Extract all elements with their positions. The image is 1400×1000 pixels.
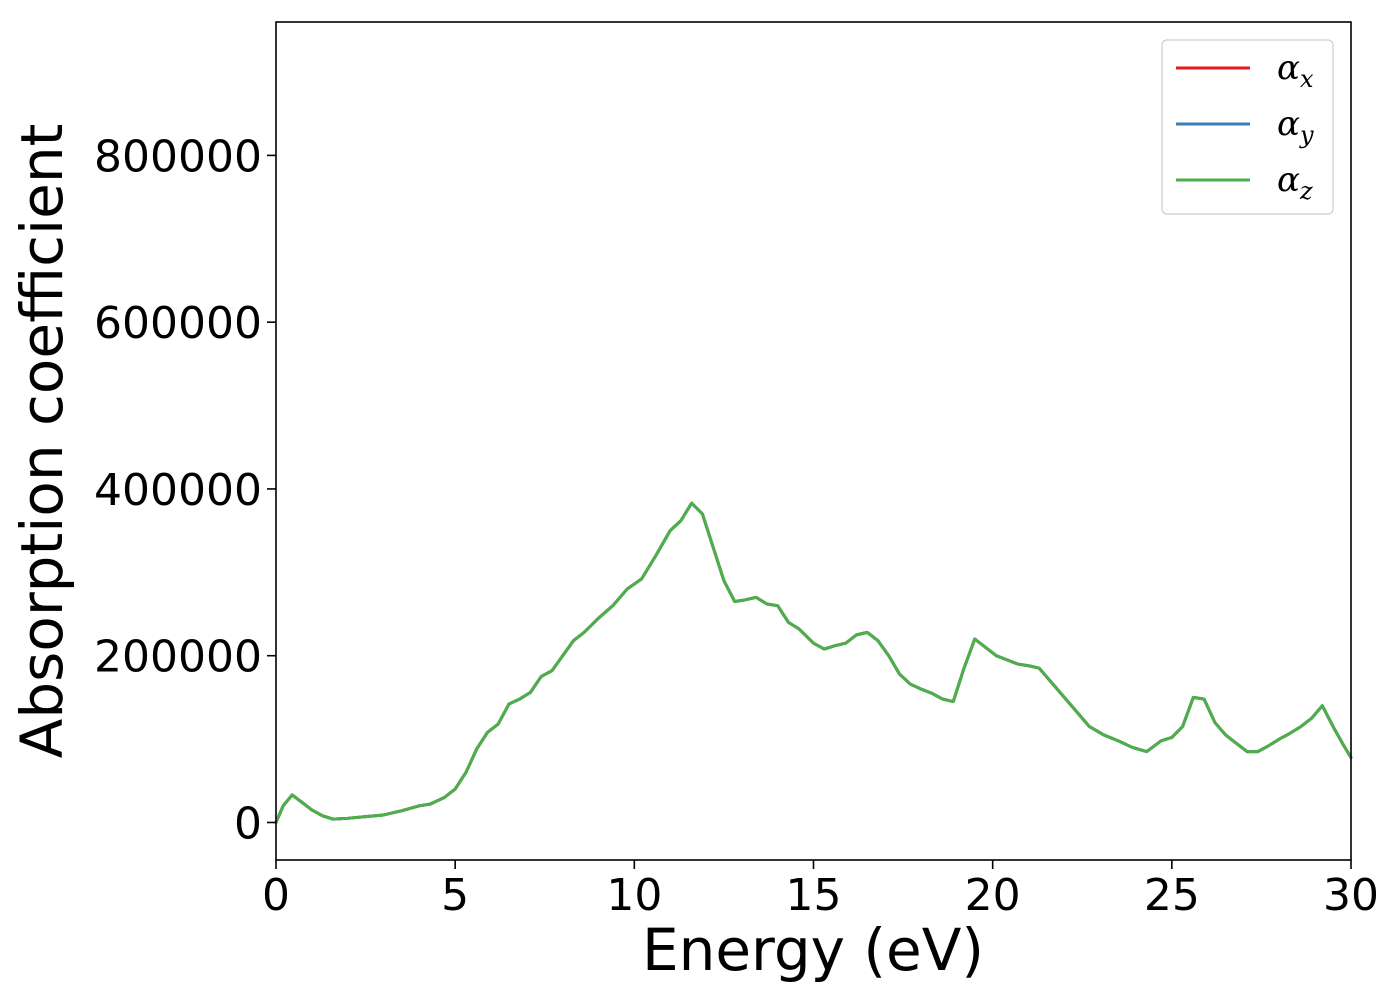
x-tick-label: 0 — [262, 870, 290, 921]
legend-label-x: αx — [1277, 48, 1314, 93]
x-tick-label: 10 — [606, 870, 662, 921]
y-axis-label: Absorption coefficient — [8, 124, 76, 759]
legend-box — [1161, 39, 1334, 215]
legend: αx αy αz — [1161, 39, 1334, 215]
y-tick-label: 400000 — [94, 465, 262, 516]
x-tick-label: 5 — [441, 870, 469, 921]
legend-label-y: αy — [1277, 104, 1314, 149]
x-axis-ticks: 0 5 10 15 20 25 30 — [262, 860, 1379, 921]
y-tick-label: 800000 — [94, 131, 262, 182]
x-axis-label: Energy (eV) — [642, 916, 984, 984]
y-tick-label: 0 — [234, 798, 262, 849]
series-line-z — [274, 501, 1353, 824]
y-tick-label: 200000 — [94, 632, 262, 683]
legend-label-z: αz — [1277, 160, 1313, 205]
series-layer — [274, 501, 1353, 824]
x-tick-label: 20 — [965, 870, 1021, 921]
x-tick-label: 25 — [1144, 870, 1200, 921]
y-tick-label: 600000 — [94, 298, 262, 349]
x-tick-label: 15 — [786, 870, 842, 921]
x-tick-label: 30 — [1323, 870, 1379, 921]
y-axis-ticks: 0 200000 400000 600000 800000 — [94, 131, 276, 849]
